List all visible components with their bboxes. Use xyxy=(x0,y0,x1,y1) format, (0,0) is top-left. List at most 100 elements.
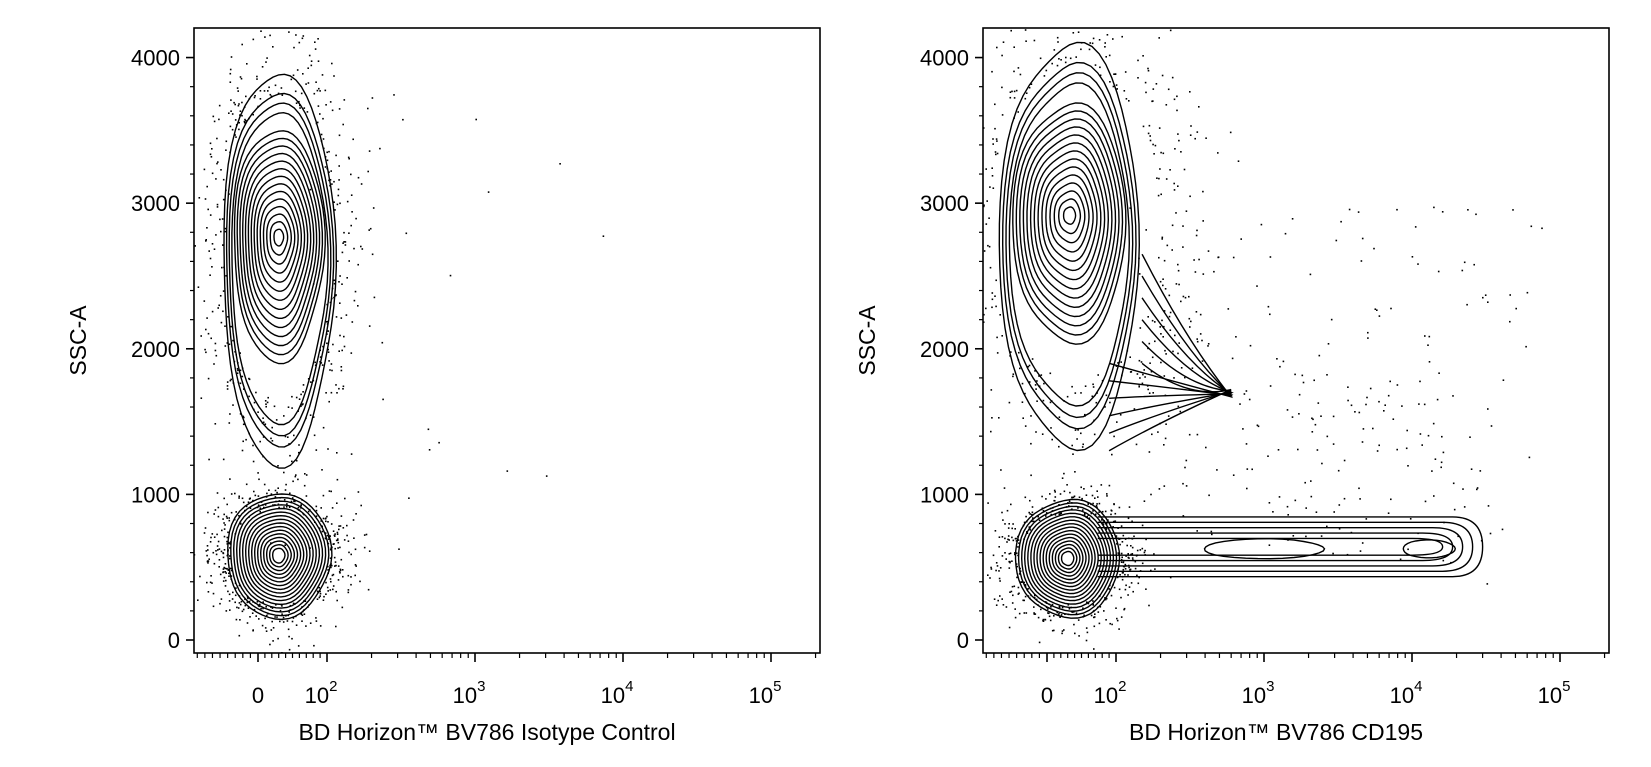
isotype-control-panel: 0 1000 2000 3000 4000 SSC-A 0 102 103 104 105 BD Ho… xyxy=(65,27,821,745)
y-tick-label: 2000 xyxy=(920,337,969,362)
plot-frame xyxy=(193,27,821,654)
contour-ring xyxy=(223,73,338,469)
plot-area xyxy=(194,30,605,653)
contour-ring xyxy=(1057,547,1078,570)
plot-frame xyxy=(982,27,1610,654)
contour-tail xyxy=(1097,521,1474,572)
y-tick-label: 2000 xyxy=(131,337,180,362)
y-tick-label: 1000 xyxy=(131,482,180,507)
x-tick-label: 0 xyxy=(252,683,264,708)
plot-area xyxy=(983,29,1543,650)
y-axis-title: SSC-A xyxy=(854,305,880,376)
x-tick-label: 102 xyxy=(1094,678,1127,708)
contour-ring xyxy=(253,183,306,301)
contour-ring xyxy=(1033,519,1102,598)
contour-lines xyxy=(223,73,338,621)
contour-tail xyxy=(1097,537,1444,556)
contour-ring xyxy=(1042,530,1093,588)
contour-ring xyxy=(1015,110,1124,336)
contour-island xyxy=(1203,537,1326,560)
x-tick-label: 104 xyxy=(1390,678,1423,708)
contour-ring xyxy=(273,228,285,247)
contour-ring xyxy=(239,145,321,347)
contour-tail xyxy=(1108,253,1234,399)
x-axis: 0 102 103 104 105 BD Horizon™ BV786 Isotype C… xyxy=(196,653,817,745)
x-axis-title: BD Horizon™ BV786 Isotype Control xyxy=(298,719,675,745)
contour-ring xyxy=(231,111,329,426)
contour-ring xyxy=(1012,102,1127,345)
contour-ring xyxy=(244,160,315,329)
contour-ring xyxy=(253,525,305,587)
contour-ring xyxy=(1060,550,1075,567)
contour-lines xyxy=(998,41,1484,619)
contour-ring xyxy=(250,522,308,591)
x-tick-label: 103 xyxy=(1242,678,1275,708)
x-tick-label: 102 xyxy=(305,678,338,708)
contour-ring xyxy=(1051,540,1084,577)
contour-ring xyxy=(1017,502,1118,616)
contour-ring xyxy=(241,511,317,602)
contour-ring xyxy=(256,529,302,583)
cd195-panel: 0 1000 2000 3000 4000 SSC-A 0 102 103 104 105 BD Ho… xyxy=(854,27,1610,745)
contour-ring xyxy=(262,536,295,576)
event-dots xyxy=(983,29,1543,650)
contour-ring xyxy=(266,213,293,265)
contour-ring xyxy=(238,507,321,606)
contour-ring xyxy=(225,92,335,448)
x-tick-label: 105 xyxy=(749,678,782,708)
contour-tail xyxy=(1097,516,1484,578)
contour-ring xyxy=(236,137,324,356)
y-axis-title: SSC-A xyxy=(65,305,91,376)
x-tick-label: 103 xyxy=(453,678,486,708)
contour-ring xyxy=(998,41,1141,452)
contour-ring xyxy=(1022,126,1117,318)
y-tick-label: 4000 xyxy=(131,46,180,71)
contour-ring xyxy=(1041,166,1098,272)
contour-ring xyxy=(1005,72,1134,419)
y-tick-label: 4000 xyxy=(920,46,969,71)
y-tick-label: 0 xyxy=(168,628,180,653)
contour-ring xyxy=(1029,142,1110,299)
contour-ring xyxy=(1045,533,1090,584)
contour-ring xyxy=(259,533,299,579)
contour-ring xyxy=(1030,516,1106,602)
contour-ring xyxy=(235,504,324,609)
contour-ring xyxy=(1054,543,1081,574)
contour-ring xyxy=(259,198,299,283)
y-tick-label: 1000 xyxy=(920,482,969,507)
contour-ring xyxy=(1062,206,1077,225)
contour-ring xyxy=(1023,509,1112,609)
contour-ring xyxy=(1008,82,1131,407)
contour-ring xyxy=(1033,150,1106,290)
contour-tail xyxy=(1108,341,1232,434)
contour-ring xyxy=(1048,536,1087,581)
contour-ring xyxy=(228,102,332,437)
contour-ring xyxy=(272,547,286,564)
contour-ring xyxy=(1039,526,1096,591)
contour-tail xyxy=(1109,275,1234,397)
x-tick-label: 104 xyxy=(601,678,634,708)
contour-ring xyxy=(230,496,330,617)
contour-ring xyxy=(247,167,312,319)
x-tick-label: 0 xyxy=(1041,683,1053,708)
x-axis: 0 102 103 104 105 BD Horizon™ BV786 CD195 xyxy=(985,653,1606,745)
contour-tail xyxy=(1097,527,1464,567)
contour-ring xyxy=(227,493,333,621)
contour-ring xyxy=(1037,158,1102,281)
contour-tail xyxy=(1109,297,1234,399)
contour-ring xyxy=(1049,182,1090,253)
contour-ring xyxy=(247,518,311,594)
y-axis: 0 1000 2000 3000 4000 SSC-A xyxy=(854,46,983,653)
contour-ring xyxy=(1026,134,1113,309)
contour-ring xyxy=(1053,190,1086,244)
x-axis-title: BD Horizon™ BV786 CD195 xyxy=(1129,719,1423,745)
contour-ring xyxy=(1019,118,1120,327)
contour-ring xyxy=(241,152,318,338)
contour-ring xyxy=(269,220,289,256)
x-tick-label: 105 xyxy=(1538,678,1571,708)
y-tick-label: 3000 xyxy=(131,191,180,216)
contour-tail xyxy=(1097,532,1454,562)
contour-ring xyxy=(250,175,309,310)
y-tick-label: 0 xyxy=(957,628,969,653)
